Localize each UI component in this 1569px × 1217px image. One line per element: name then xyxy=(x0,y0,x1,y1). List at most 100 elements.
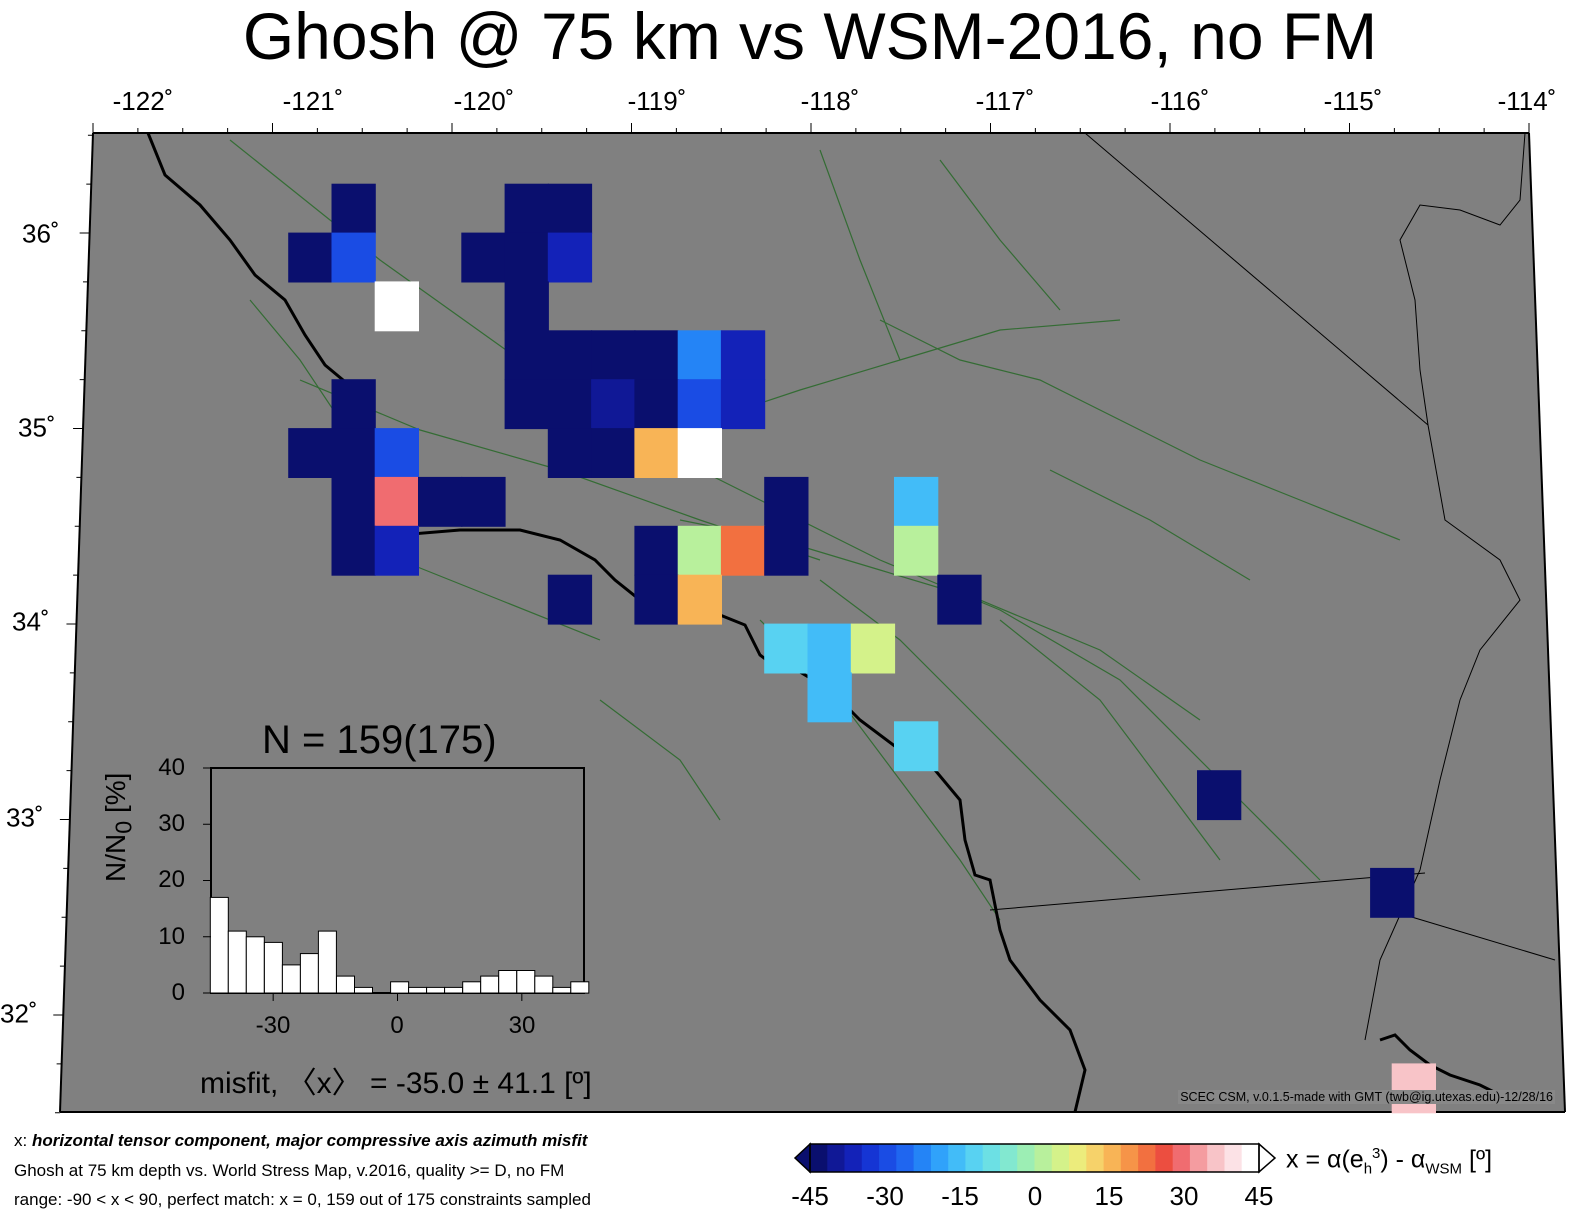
misfit-cell xyxy=(894,476,939,527)
histogram-bar xyxy=(462,981,482,994)
misfit-cell xyxy=(634,379,679,430)
colorbar-swatch xyxy=(879,1144,897,1172)
colorbar-swatch xyxy=(861,1144,880,1172)
misfit-cell xyxy=(677,525,722,576)
lat-label: 35˚ xyxy=(18,412,56,443)
colorbar-swatch xyxy=(810,1144,828,1172)
lon-label: -117˚ xyxy=(975,86,1035,116)
misfit-cell xyxy=(547,330,593,381)
misfit-cell xyxy=(288,232,333,283)
misfit-cell xyxy=(504,281,549,332)
colorbar-frame xyxy=(809,1143,1260,1173)
histogram-bar xyxy=(245,936,265,994)
colorbar-right-arrow xyxy=(1258,1142,1277,1174)
misfit-cell xyxy=(677,379,722,430)
misfit-cell xyxy=(547,574,593,625)
colorbar-label: x = α(eh3) - αWSM [º] xyxy=(1286,1145,1493,1178)
misfit-cell xyxy=(720,330,766,381)
lat-label: 32˚ xyxy=(0,998,38,1029)
histogram-inset xyxy=(203,767,590,1001)
misfit-cell xyxy=(547,428,593,478)
colorbar-swatch xyxy=(1051,1144,1070,1172)
colorbar-swatch xyxy=(827,1144,846,1172)
histogram-bar xyxy=(281,964,301,994)
colorbar-swatch xyxy=(896,1144,915,1172)
misfit-cell xyxy=(591,379,636,430)
histogram-bar xyxy=(317,930,337,994)
lon-label: -115˚ xyxy=(1323,86,1383,116)
colorbar-swatch xyxy=(1103,1144,1122,1172)
misfit-cell xyxy=(547,183,593,234)
misfit-cell xyxy=(331,525,376,576)
misfit-cell xyxy=(764,476,809,527)
colorbar xyxy=(793,1142,1277,1174)
misfit-cells xyxy=(288,183,1436,1114)
misfit-cell xyxy=(288,428,333,478)
colorbar-swatch xyxy=(1172,1144,1191,1172)
map-title: Ghosh @ 75 km vs WSM-2016, no FM xyxy=(242,0,1378,73)
histogram-bar xyxy=(498,970,518,994)
colorbar-swatch xyxy=(1086,1144,1105,1172)
misfit-cell xyxy=(634,525,679,576)
misfit-cell xyxy=(634,574,679,625)
lat-label: 34˚ xyxy=(12,606,50,637)
histogram-count: N = 159(175) xyxy=(262,718,497,762)
misfit-cell xyxy=(634,330,679,381)
histogram-bar xyxy=(426,986,446,994)
misfit-cell xyxy=(331,183,376,234)
histogram-bar xyxy=(552,986,572,994)
misfit-cell xyxy=(894,721,939,772)
colorbar-swatch xyxy=(930,1144,949,1172)
misfit-cell xyxy=(461,232,506,283)
colorbar-swatch xyxy=(1138,1144,1156,1172)
hist-y-tick: 30 xyxy=(158,810,185,837)
misfit-cell xyxy=(634,428,679,478)
misfit-cell xyxy=(504,183,549,234)
colorbar-swatch xyxy=(982,1144,1001,1172)
axis-ticks xyxy=(53,123,1530,1114)
colorbar-swatch xyxy=(1034,1144,1053,1172)
colorbar-tick: 30 xyxy=(1169,1181,1199,1211)
histogram-bar xyxy=(336,975,355,994)
histogram-bars xyxy=(209,896,590,994)
colorbar-tick: -45 xyxy=(791,1181,829,1211)
lon-label: -122˚ xyxy=(112,86,174,116)
colorbar-left-arrow xyxy=(793,1142,811,1174)
colorbar-swatch xyxy=(913,1144,932,1172)
histogram-bar xyxy=(299,953,319,994)
lon-label: -121˚ xyxy=(282,86,344,116)
misfit-cell xyxy=(331,428,376,478)
colorbar-swatch xyxy=(1000,1144,1018,1172)
lon-label: -118˚ xyxy=(800,86,860,116)
misfit-cell xyxy=(807,672,852,723)
colorbar-swatch xyxy=(1224,1144,1243,1172)
misfit-cell xyxy=(591,330,636,381)
histogram-bar xyxy=(354,986,373,994)
misfit-cell xyxy=(1391,1063,1436,1114)
colorbar-swatch xyxy=(1241,1144,1260,1172)
colorbar-tick: -15 xyxy=(941,1181,979,1211)
misfit-cell xyxy=(331,476,376,527)
histogram-bar xyxy=(534,975,554,994)
hist-y-tick: 10 xyxy=(158,923,185,950)
colorbar-swatch xyxy=(1017,1144,1035,1172)
caption-line-2: Ghosh at 75 km depth vs. World Stress Ma… xyxy=(14,1161,565,1180)
misfit-cell xyxy=(331,232,376,283)
histogram-bar xyxy=(263,941,283,994)
misfit-cell xyxy=(720,379,766,430)
misfit-cell xyxy=(461,476,506,527)
misfit-cell xyxy=(331,379,376,430)
lon-label: -114˚ xyxy=(1497,86,1557,116)
hist-y-tick: 0 xyxy=(171,979,185,1006)
lat-label: 33˚ xyxy=(6,802,44,833)
colorbar-swatch xyxy=(844,1144,863,1172)
lon-label: -116˚ xyxy=(1150,86,1210,116)
colorbar-tick: 45 xyxy=(1244,1181,1274,1211)
histogram-bar xyxy=(227,930,247,994)
histogram-bar xyxy=(516,970,536,994)
misfit-cell xyxy=(677,428,722,478)
misfit-cell xyxy=(1370,867,1415,918)
misfit-cell xyxy=(374,281,419,332)
